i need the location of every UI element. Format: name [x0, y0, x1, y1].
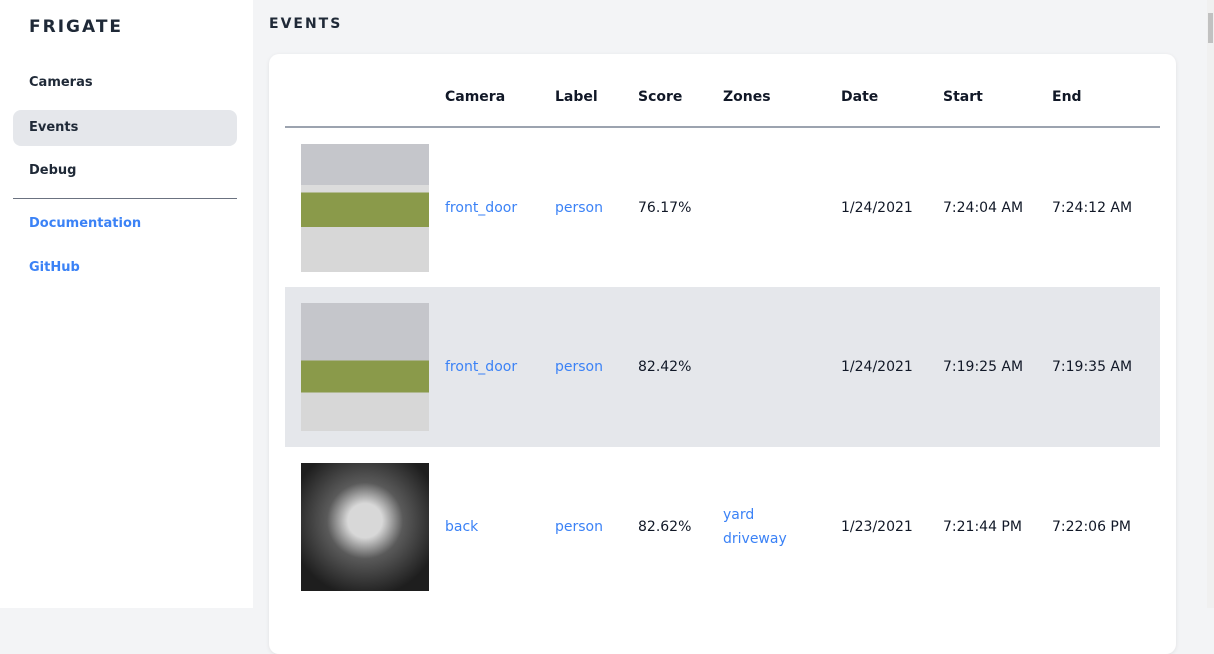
main-content: EVENTS Camera Label Score Zones Date Sta…	[253, 0, 1207, 654]
date: 1/24/2021	[841, 199, 913, 216]
event-thumbnail[interactable]	[301, 303, 429, 431]
camera-link[interactable]: back	[445, 519, 479, 535]
start-time: 7:21:44 PM	[943, 519, 1022, 535]
start-time: 7:24:04 AM	[943, 199, 1024, 216]
sidebar-divider	[13, 198, 237, 199]
sidebar: FRIGATE Cameras Events Debug Documentati…	[0, 0, 253, 608]
score: 76.17%	[638, 199, 692, 216]
table-row[interactable]: front_door person 82.42% 1/24/2021 7:19:…	[285, 287, 1160, 447]
col-zones: Zones	[723, 54, 841, 128]
col-score: Score	[638, 54, 723, 128]
zones	[723, 127, 841, 287]
sidebar-link-github[interactable]: GitHub	[29, 260, 80, 275]
label-link[interactable]: person	[555, 199, 603, 216]
col-thumbnail	[285, 54, 445, 128]
event-thumbnail[interactable]	[301, 143, 429, 272]
score: 82.42%	[638, 287, 723, 447]
label-link[interactable]: person	[555, 359, 603, 375]
zones	[723, 287, 841, 447]
camera-link[interactable]: front_door	[445, 199, 518, 216]
sidebar-link-documentation[interactable]: Documentation	[29, 216, 142, 231]
end-time: 7:24:12 AM	[1052, 199, 1133, 216]
start-time: 7:19:25 AM	[943, 287, 1052, 447]
score: 82.62%	[638, 519, 692, 535]
zones: yard driveway	[723, 447, 841, 607]
col-camera: Camera	[445, 54, 555, 128]
sidebar-item-cameras[interactable]: Cameras	[29, 75, 93, 90]
col-label: Label	[555, 54, 638, 128]
events-card: Camera Label Score Zones Date Start End …	[269, 54, 1176, 654]
end-time: 7:22:06 PM	[1052, 519, 1131, 535]
label-link[interactable]: person	[555, 519, 603, 535]
col-start: Start	[943, 54, 1052, 128]
event-thumbnail[interactable]	[301, 463, 429, 591]
brand-logo: FRIGATE	[29, 17, 124, 37]
table-header-row: Camera Label Score Zones Date Start End	[285, 54, 1160, 128]
col-end: End	[1052, 54, 1160, 128]
events-table: Camera Label Score Zones Date Start End …	[285, 54, 1160, 607]
sidebar-item-events[interactable]: Events	[13, 110, 237, 146]
table-row[interactable]: front_door person 76.17% 1/24/2021 7:24:…	[285, 127, 1160, 287]
zone-link-driveway[interactable]: driveway	[723, 531, 787, 547]
date: 1/23/2021	[841, 519, 913, 535]
camera-link[interactable]: front_door	[445, 359, 518, 375]
sidebar-item-debug[interactable]: Debug	[29, 163, 77, 178]
date: 1/24/2021	[841, 287, 943, 447]
page-title: EVENTS	[269, 16, 343, 32]
scrollbar[interactable]	[1207, 0, 1214, 608]
zone-link-yard[interactable]: yard	[723, 507, 755, 523]
table-row[interactable]: back person 82.62% yard driveway 1/23/202…	[285, 447, 1160, 607]
col-date: Date	[841, 54, 943, 128]
end-time: 7:19:35 AM	[1052, 287, 1160, 447]
scrollbar-thumb[interactable]	[1208, 13, 1213, 43]
